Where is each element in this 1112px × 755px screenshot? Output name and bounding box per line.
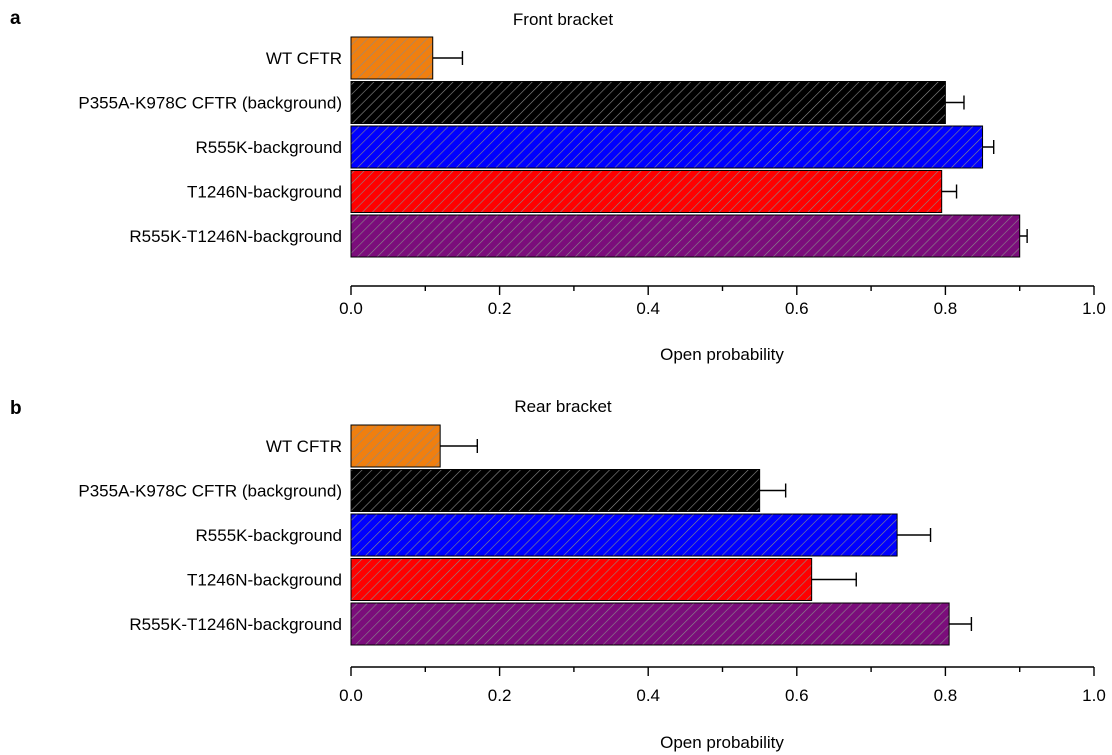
error-bar — [759, 483, 787, 498]
tick-label: 1.0 — [1082, 686, 1106, 705]
tick-label: 0.0 — [339, 686, 363, 705]
category-label: R555K-T1246N-background — [129, 615, 342, 634]
bar-group — [350, 36, 1021, 258]
error-bar — [432, 51, 464, 65]
category-label: R555K-background — [196, 138, 342, 157]
tick-label: 0.4 — [636, 299, 660, 318]
error-bar — [1019, 229, 1028, 243]
tick-label: 1.0 — [1082, 299, 1106, 318]
category-label: WT CFTR — [266, 437, 342, 456]
panel-title: Rear bracket — [514, 397, 612, 416]
error-bar-group — [440, 439, 973, 631]
category-label: T1246N-background — [187, 571, 342, 590]
x-axis: 0.0 0.2 0.4 0.6 0.8 1.0 — [339, 666, 1106, 705]
tick-label: 0.2 — [488, 299, 512, 318]
category-label: P355A-K978C CFTR (background) — [78, 94, 342, 113]
panel-b: b Rear bracket WT CFTR P355A-K978C CFTR (… — [10, 397, 1106, 752]
tick-label: 0.0 — [339, 299, 363, 318]
bar — [350, 81, 946, 124]
error-bar — [811, 572, 857, 587]
panel-letter: a — [10, 8, 21, 29]
tick-label: 0.4 — [636, 686, 660, 705]
error-bar — [897, 528, 932, 542]
tick-label: 0.6 — [785, 299, 809, 318]
error-bar — [945, 95, 965, 110]
bar — [350, 602, 950, 646]
panel-a: a Front bracket WT CFTR P355A-K978C CFTR … — [10, 8, 1106, 364]
bar — [350, 469, 761, 512]
category-label: R555K-background — [196, 526, 342, 545]
bar — [350, 170, 943, 213]
bar — [350, 558, 813, 601]
category-label: P355A-K978C CFTR (background) — [78, 482, 342, 501]
error-bar — [949, 617, 973, 631]
error-bar — [982, 140, 995, 154]
panel-title: Front bracket — [513, 10, 613, 29]
panel-letter: b — [10, 398, 22, 419]
x-axis: 0.0 0.2 0.4 0.6 0.8 1.0 — [339, 285, 1106, 318]
bar — [350, 513, 898, 557]
x-axis-title: Open probability — [660, 733, 784, 752]
bar — [350, 125, 984, 169]
tick-label: 0.8 — [934, 686, 958, 705]
category-label: R555K-T1246N-background — [129, 227, 342, 246]
category-label-group: WT CFTR P355A-K978C CFTR (background) R555… — [78, 49, 342, 246]
tick-label: 0.6 — [785, 686, 809, 705]
error-bar-group — [432, 51, 1028, 243]
tick-label: 0.2 — [488, 686, 512, 705]
category-label: WT CFTR — [266, 49, 342, 68]
error-bar — [941, 184, 958, 199]
error-bar — [440, 439, 479, 453]
category-label: T1246N-background — [187, 183, 342, 202]
bar — [350, 424, 441, 468]
bar-group — [350, 424, 950, 646]
bar — [350, 36, 434, 80]
category-label-group: WT CFTR P355A-K978C CFTR (background) R555… — [78, 437, 342, 634]
bar — [350, 214, 1021, 258]
x-axis-title: Open probability — [660, 345, 784, 364]
tick-label: 0.8 — [934, 299, 958, 318]
